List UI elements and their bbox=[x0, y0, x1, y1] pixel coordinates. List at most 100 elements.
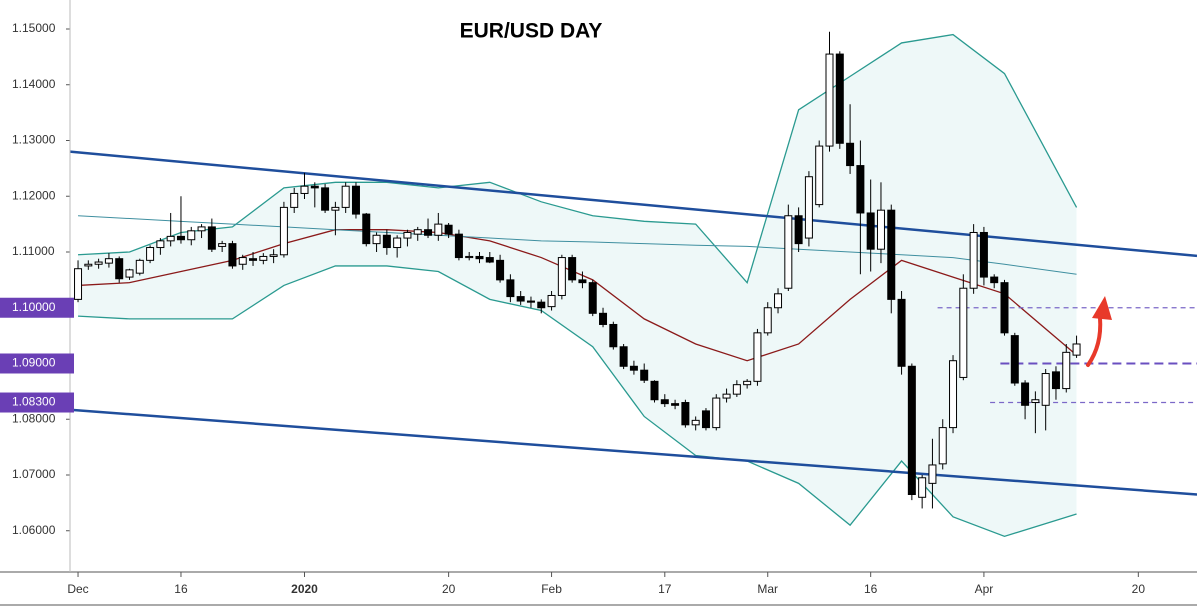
candle-body bbox=[959, 287, 968, 378]
candle-body bbox=[1010, 335, 1019, 384]
x-tick-label: 16 bbox=[174, 582, 188, 596]
candle-body bbox=[166, 235, 175, 242]
candle-body bbox=[249, 258, 258, 261]
y-tick-label: 1.13000 bbox=[12, 133, 56, 147]
candle-body bbox=[465, 255, 474, 259]
y-tick-label: 1.12000 bbox=[12, 188, 56, 202]
x-tick-label: 20 bbox=[1132, 582, 1146, 596]
candle-body bbox=[691, 419, 700, 426]
candle-body bbox=[856, 165, 865, 214]
candle-body bbox=[763, 307, 772, 334]
chart-title: EUR/USD DAY bbox=[460, 20, 603, 43]
candle-body bbox=[609, 323, 618, 348]
candle-body bbox=[1072, 343, 1081, 356]
y-tick-label: 1.11000 bbox=[12, 244, 55, 258]
candle-body bbox=[784, 215, 793, 289]
candle-body bbox=[259, 255, 268, 261]
candle-body bbox=[413, 229, 422, 235]
candle-body bbox=[115, 258, 124, 280]
candle-body bbox=[712, 397, 721, 429]
candle-body bbox=[125, 269, 134, 278]
level-label-box bbox=[0, 297, 74, 318]
y-tick-label: 1.07000 bbox=[12, 467, 56, 481]
y-tick-label: 1.06000 bbox=[12, 523, 56, 537]
candle-body bbox=[454, 233, 463, 259]
candle-body bbox=[382, 234, 391, 249]
candle-body bbox=[84, 263, 93, 267]
candle-body bbox=[146, 247, 155, 261]
candle-body bbox=[279, 206, 288, 256]
arrow-head bbox=[1092, 296, 1112, 320]
candle-body bbox=[825, 53, 834, 147]
candle-body bbox=[876, 209, 885, 250]
candle-body bbox=[629, 365, 638, 371]
candle-body bbox=[135, 259, 144, 274]
candle-body bbox=[732, 384, 741, 395]
x-tick-label: 17 bbox=[658, 582, 672, 596]
candle-body bbox=[393, 237, 402, 249]
level-label-box bbox=[0, 392, 74, 413]
trendline bbox=[69, 150, 1197, 258]
candle-body bbox=[743, 380, 752, 386]
candle-body bbox=[526, 300, 535, 303]
candle-body bbox=[341, 185, 350, 208]
level-label: 1.10000 bbox=[12, 300, 56, 314]
candle-body bbox=[94, 261, 103, 265]
candle-body bbox=[722, 393, 731, 399]
candle-body bbox=[434, 223, 443, 236]
candle-body bbox=[424, 229, 433, 236]
trendline bbox=[69, 408, 1197, 496]
candle-body bbox=[197, 226, 206, 232]
candle-body bbox=[671, 403, 680, 406]
candle-body bbox=[74, 268, 83, 300]
candle-body bbox=[753, 332, 762, 382]
y-tick-label: 1.14000 bbox=[12, 77, 56, 91]
candle-body bbox=[1062, 351, 1071, 390]
candle-body bbox=[516, 296, 525, 302]
candle-body bbox=[207, 226, 216, 250]
candles-layer bbox=[74, 31, 1081, 509]
candle-body bbox=[660, 399, 669, 405]
candle-body bbox=[846, 142, 855, 167]
candle-body bbox=[897, 298, 906, 367]
candle-body bbox=[578, 279, 587, 284]
candle-body bbox=[568, 257, 577, 281]
candle-body bbox=[887, 209, 896, 300]
level-label: 1.08300 bbox=[12, 395, 56, 409]
candle-body bbox=[218, 243, 227, 247]
candle-body bbox=[979, 231, 988, 278]
candle-body bbox=[1031, 399, 1040, 404]
candle-body bbox=[949, 360, 958, 429]
candle-body bbox=[156, 240, 165, 249]
candle-body bbox=[104, 258, 113, 264]
candle-body bbox=[228, 243, 237, 267]
candle-body bbox=[681, 402, 690, 426]
candle-body bbox=[990, 276, 999, 284]
band-fill bbox=[78, 34, 1077, 537]
candle-body bbox=[794, 215, 803, 245]
candle-body bbox=[496, 259, 505, 281]
x-tick-label: 20 bbox=[442, 582, 456, 596]
candle-body bbox=[187, 230, 196, 241]
candle-body bbox=[403, 231, 412, 239]
candle-body bbox=[238, 257, 247, 265]
x-tick-label: Feb bbox=[541, 582, 562, 596]
arrow-shaft bbox=[1086, 316, 1103, 367]
candle-body bbox=[640, 369, 649, 381]
candle-body bbox=[1051, 371, 1060, 390]
x-tick-label: 16 bbox=[864, 582, 878, 596]
candle-body bbox=[928, 464, 937, 484]
candle-body bbox=[815, 145, 824, 206]
candle-body bbox=[506, 279, 515, 298]
y-tick-label: 1.08000 bbox=[12, 411, 56, 425]
candle-body bbox=[290, 192, 299, 208]
candle-body bbox=[1041, 373, 1050, 406]
candle-body bbox=[300, 185, 309, 194]
level-label: 1.09000 bbox=[12, 356, 56, 370]
candle-body bbox=[321, 187, 330, 211]
candle-body bbox=[938, 427, 947, 465]
candle-body bbox=[619, 346, 628, 367]
candle-body bbox=[372, 234, 381, 245]
candle-body bbox=[1021, 382, 1030, 406]
